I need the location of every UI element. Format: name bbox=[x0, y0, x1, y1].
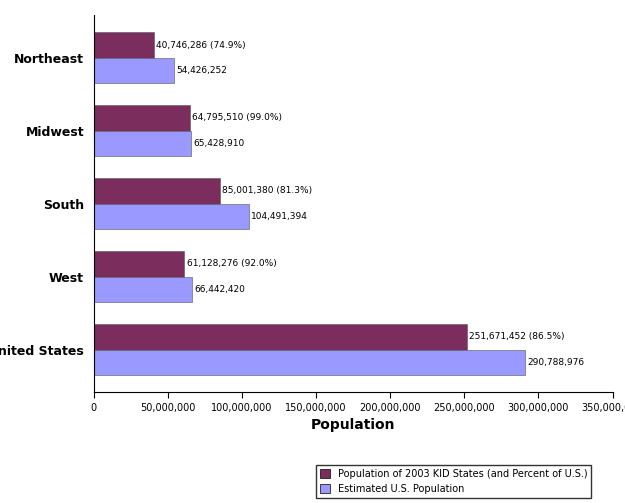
Text: 251,671,452 (86.5%): 251,671,452 (86.5%) bbox=[469, 332, 564, 342]
Bar bbox=[94, 32, 154, 58]
Text: 64,795,510 (99.0%): 64,795,510 (99.0%) bbox=[192, 114, 282, 122]
Text: 104,491,394: 104,491,394 bbox=[251, 212, 308, 221]
Bar bbox=[94, 178, 220, 204]
Bar bbox=[94, 105, 190, 131]
Text: 290,788,976: 290,788,976 bbox=[527, 358, 584, 367]
Bar bbox=[94, 277, 192, 302]
Text: 54,426,252: 54,426,252 bbox=[177, 66, 227, 75]
Bar bbox=[94, 204, 249, 229]
Legend: Population of 2003 KID States (and Percent of U.S.), Estimated U.S. Population: Population of 2003 KID States (and Perce… bbox=[316, 465, 591, 498]
Bar bbox=[94, 350, 525, 375]
Text: 85,001,380 (81.3%): 85,001,380 (81.3%) bbox=[222, 187, 312, 196]
Text: 65,428,910: 65,428,910 bbox=[193, 139, 244, 148]
Bar bbox=[94, 251, 184, 277]
Text: 61,128,276 (92.0%): 61,128,276 (92.0%) bbox=[187, 260, 276, 269]
Bar bbox=[94, 131, 191, 156]
Bar bbox=[94, 58, 174, 83]
Bar bbox=[94, 324, 467, 350]
Text: 66,442,420: 66,442,420 bbox=[194, 285, 246, 294]
Text: 40,746,286 (74.9%): 40,746,286 (74.9%) bbox=[156, 41, 246, 49]
X-axis label: Population: Population bbox=[311, 418, 396, 432]
